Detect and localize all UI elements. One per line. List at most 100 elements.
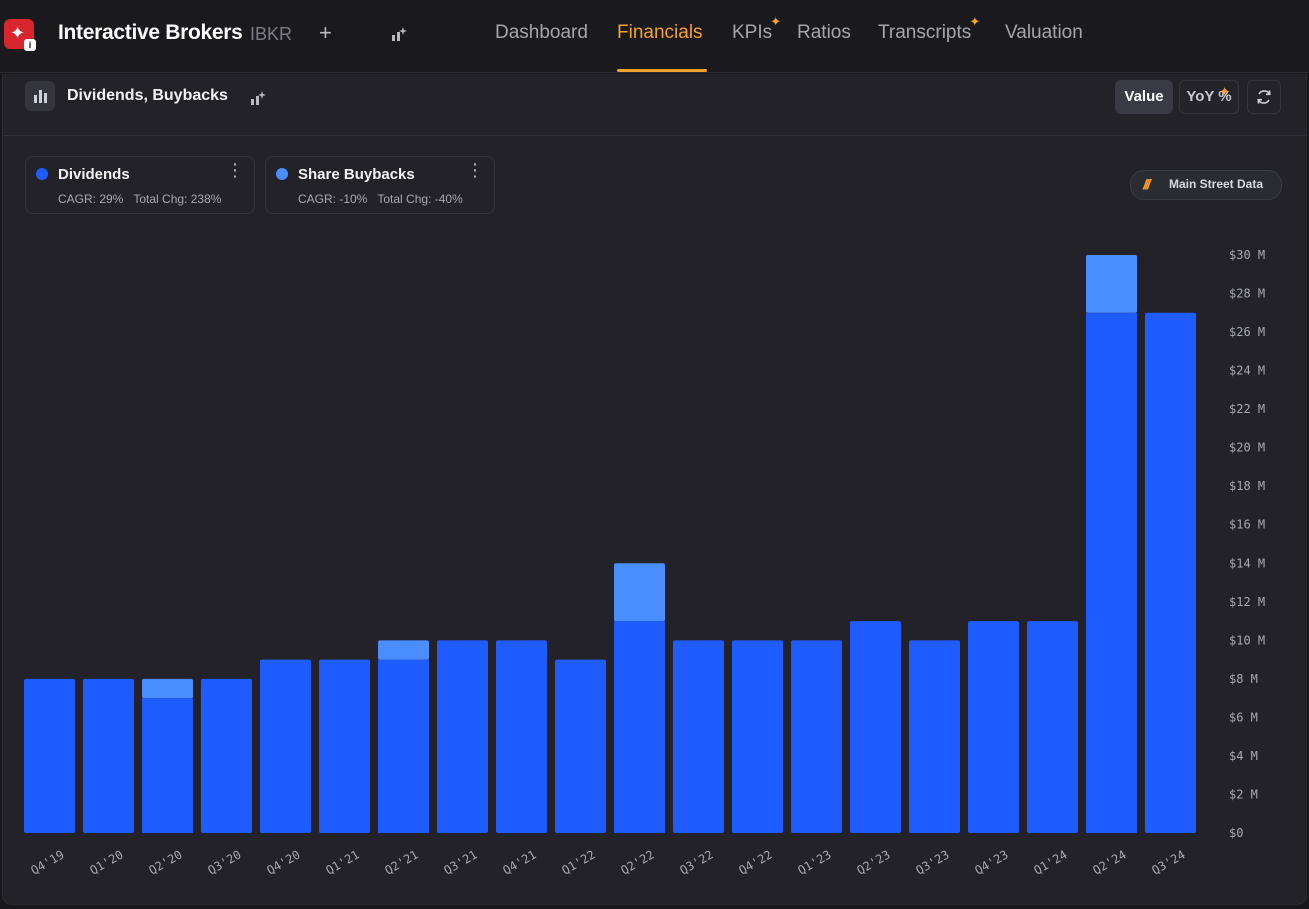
x-tick-label: Q2'21 xyxy=(382,847,420,877)
legend-total-change: Total Chg: 238% xyxy=(133,192,222,206)
y-tick-label: $14 M xyxy=(1229,556,1265,570)
tab-dashboard[interactable]: Dashboard xyxy=(495,22,588,43)
legend-cagr: CAGR: -10% xyxy=(298,192,368,206)
more-vertical-icon[interactable]: ⋮ xyxy=(466,160,484,180)
bar-dividends-Q419[interactable] xyxy=(24,678,75,833)
legend-stats: CAGR: 29% Total Chg: 238% xyxy=(58,192,221,206)
ticker-symbol: IBKR xyxy=(250,24,293,44)
premium-star-icon: ✦ xyxy=(770,14,782,29)
premium-star-icon: ✦ xyxy=(969,14,981,29)
legend-total-change: Total Chg: -40% xyxy=(377,192,463,206)
tab-valuation[interactable]: Valuation xyxy=(1005,22,1083,43)
y-tick-label: $8 M xyxy=(1229,672,1258,686)
y-tick-label: $22 M xyxy=(1229,402,1265,416)
bar-share-buybacks-Q221[interactable] xyxy=(378,640,429,660)
x-tick-label: Q1'20 xyxy=(87,847,125,877)
legend-dot-dividends xyxy=(36,168,48,180)
legend-card-share-buybacks[interactable]: Share Buybacks CAGR: -10% Total Chg: -40%… xyxy=(265,156,495,214)
legend-cagr: CAGR: 29% xyxy=(58,192,124,206)
y-tick-label: $4 M xyxy=(1229,749,1258,763)
refresh-button[interactable] xyxy=(1247,80,1281,114)
bar-share-buybacks-Q222[interactable] xyxy=(614,563,665,622)
top-navigation-bar: ✦ i Interactive Brokers IBKR + Dashboard… xyxy=(0,0,1309,73)
premium-star-icon: ✦ xyxy=(1219,84,1230,99)
company-logo[interactable]: ✦ i xyxy=(4,19,36,51)
company-name: Interactive Brokers xyxy=(58,21,243,44)
x-tick-label: Q2'23 xyxy=(854,847,892,877)
x-tick-label: Q1'22 xyxy=(559,847,597,877)
y-tick-label: $26 M xyxy=(1229,325,1265,339)
y-tick-label: $24 M xyxy=(1229,364,1265,378)
sparkle-chart-icon[interactable] xyxy=(249,89,267,107)
x-tick-label: Q4'23 xyxy=(972,847,1010,877)
bar-dividends-Q223[interactable] xyxy=(850,621,901,833)
bar-dividends-Q324[interactable] xyxy=(1145,312,1196,833)
x-tick-label: Q4'19 xyxy=(28,847,66,877)
bar-dividends-Q321[interactable] xyxy=(437,640,488,833)
x-tick-label: Q3'20 xyxy=(205,847,243,877)
yoy-mode-label: YoY % xyxy=(1186,88,1232,105)
x-tick-label: Q2'24 xyxy=(1090,847,1128,877)
x-tick-label: Q3'23 xyxy=(913,847,951,877)
bar-chart-icon xyxy=(34,90,47,103)
bar-dividends-Q221[interactable] xyxy=(378,659,429,833)
x-tick-label: Q2'22 xyxy=(618,847,656,877)
source-logo-icon: /// xyxy=(1143,176,1151,192)
y-tick-label: $10 M xyxy=(1229,633,1265,647)
x-tick-label: Q4'21 xyxy=(500,847,538,877)
bar-dividends-Q320[interactable] xyxy=(201,678,252,833)
tab-kpis[interactable]: KPIs ✦ xyxy=(732,14,782,43)
legend-name: Dividends xyxy=(58,166,130,183)
bar-dividends-Q224[interactable] xyxy=(1086,312,1137,833)
bar-dividends-Q420[interactable] xyxy=(260,659,311,833)
y-tick-label: $6 M xyxy=(1229,710,1258,724)
x-tick-label: Q4'22 xyxy=(736,847,774,877)
x-tick-label: Q3'21 xyxy=(441,847,479,877)
data-source-badge[interactable]: /// Main Street Data xyxy=(1130,170,1282,200)
tab-transcripts[interactable]: Transcripts ✦ xyxy=(878,14,981,43)
logo-mark-icon: ✦ xyxy=(10,23,26,43)
refresh-icon xyxy=(1257,90,1271,104)
legend-stats: CAGR: -10% Total Chg: -40% xyxy=(298,192,463,206)
bar-dividends-Q222[interactable] xyxy=(614,621,665,833)
active-tab-indicator xyxy=(617,69,707,72)
chart-type-button[interactable] xyxy=(25,81,55,111)
bar-share-buybacks-Q224[interactable] xyxy=(1086,255,1137,313)
y-tick-label: $0 xyxy=(1229,826,1243,840)
y-tick-label: $12 M xyxy=(1229,595,1265,609)
value-mode-button[interactable]: Value xyxy=(1115,80,1173,114)
panel-title: Dividends, Buybacks xyxy=(67,87,228,104)
x-tick-label: Q1'24 xyxy=(1031,847,1069,877)
tab-financials[interactable]: Financials xyxy=(617,22,703,43)
bar-dividends-Q120[interactable] xyxy=(83,678,134,833)
legend-dot-share-buybacks xyxy=(276,168,288,180)
bar-dividends-Q422[interactable] xyxy=(732,640,783,833)
bar-share-buybacks-Q220[interactable] xyxy=(142,678,193,699)
x-tick-label: Q1'23 xyxy=(795,847,833,877)
bar-dividends-Q122[interactable] xyxy=(555,659,606,833)
data-source-label: Main Street Data xyxy=(1169,177,1264,191)
y-tick-label: $28 M xyxy=(1229,287,1265,301)
bar-dividends-Q421[interactable] xyxy=(496,640,547,833)
y-tick-label: $20 M xyxy=(1229,441,1265,455)
panel-header: Dividends, Buybacks Value YoY % ✦ xyxy=(3,74,1306,136)
add-to-watchlist-button[interactable]: + xyxy=(319,20,332,45)
bar-dividends-Q123[interactable] xyxy=(791,640,842,833)
x-tick-label: Q1'21 xyxy=(323,847,361,877)
y-tick-label: $30 M xyxy=(1229,248,1265,262)
bar-dividends-Q124[interactable] xyxy=(1027,621,1078,833)
legend-card-dividends[interactable]: Dividends CAGR: 29% Total Chg: 238% ⋮ xyxy=(25,156,255,214)
bar-dividends-Q323[interactable] xyxy=(909,640,960,833)
y-tick-label: $2 M xyxy=(1229,787,1258,801)
bar-dividends-Q220[interactable] xyxy=(142,698,193,833)
yoy-mode-button[interactable]: YoY % ✦ xyxy=(1179,80,1239,114)
sparkle-chart-icon[interactable] xyxy=(390,25,408,43)
bar-dividends-Q121[interactable] xyxy=(319,659,370,833)
tab-ratios[interactable]: Ratios xyxy=(797,22,851,43)
bar-dividends-Q322[interactable] xyxy=(673,640,724,833)
y-tick-label: $18 M xyxy=(1229,479,1265,493)
more-vertical-icon[interactable]: ⋮ xyxy=(226,160,244,180)
bar-dividends-Q423[interactable] xyxy=(968,621,1019,833)
x-tick-label: Q3'24 xyxy=(1149,847,1187,877)
